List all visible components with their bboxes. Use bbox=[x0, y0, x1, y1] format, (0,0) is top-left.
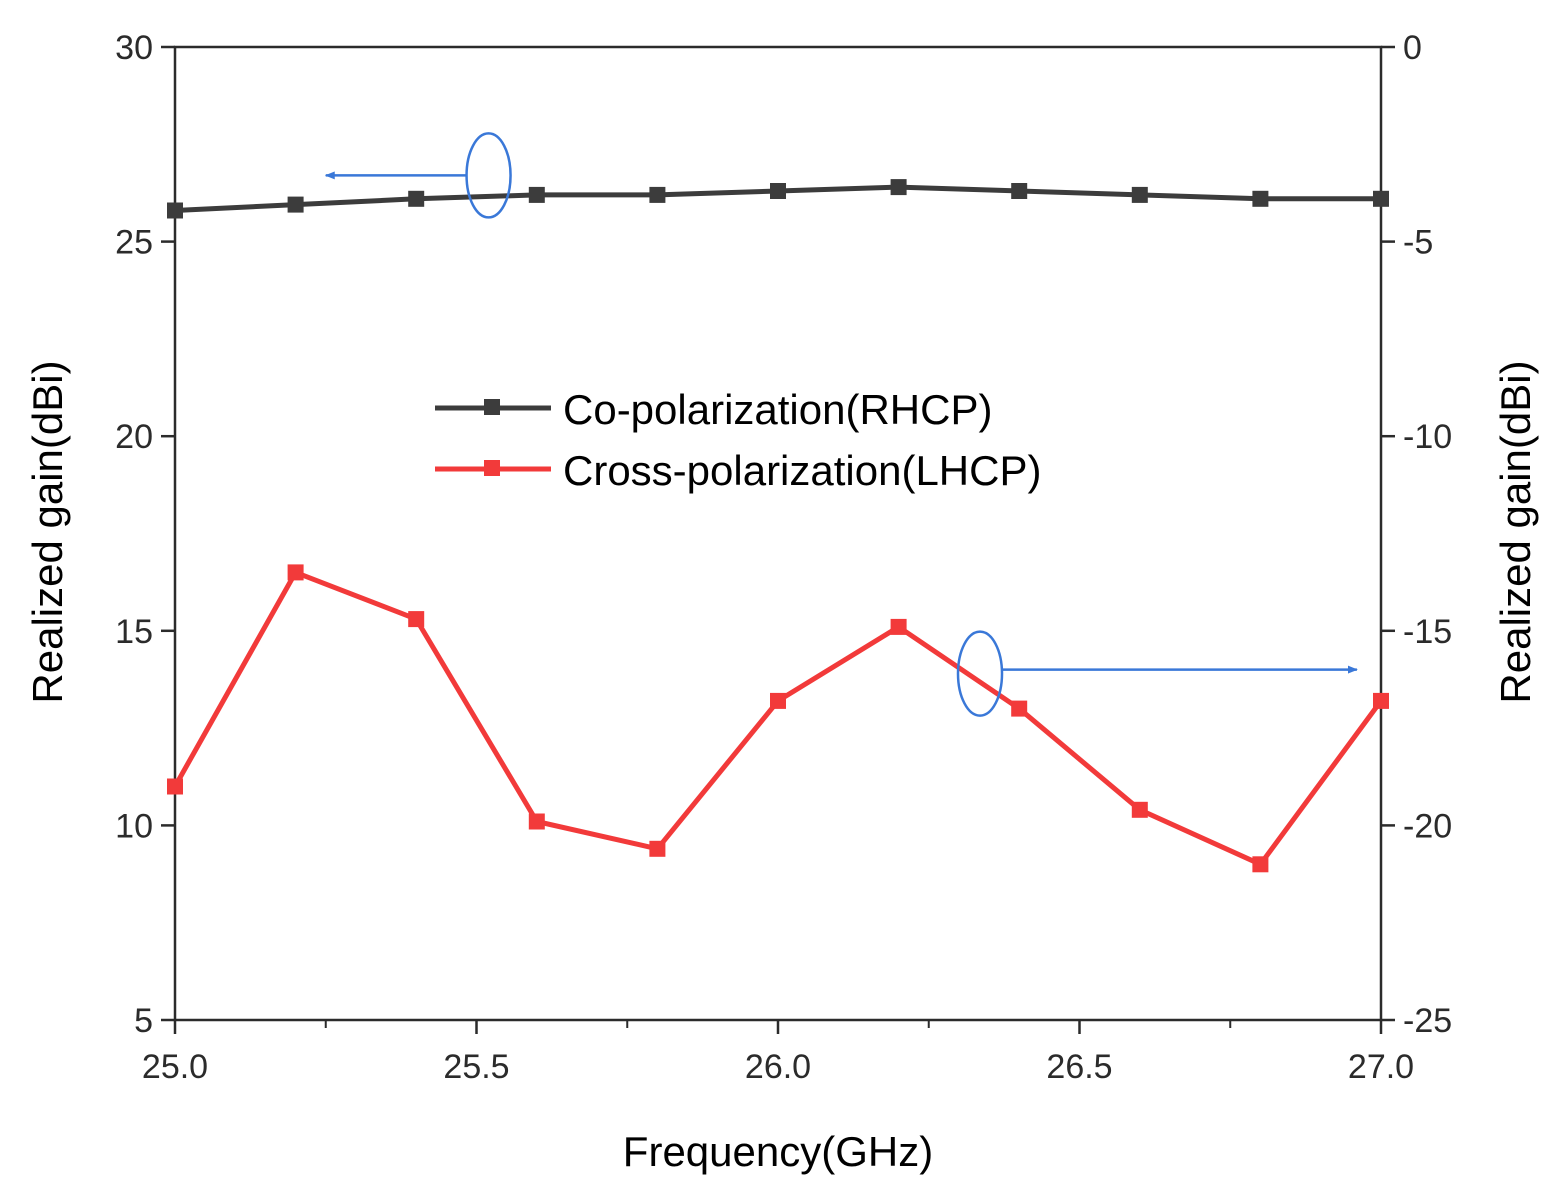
data-point-co-polarization bbox=[649, 186, 666, 203]
legend-label-cross-polarization: Cross-polarization(LHCP) bbox=[563, 447, 1041, 494]
y-left-tick-label: 5 bbox=[134, 1002, 153, 1040]
data-point-cross-polarization bbox=[1131, 801, 1148, 818]
x-axis-title: Frequency(GHz) bbox=[623, 1128, 933, 1175]
annotation-layer bbox=[324, 132, 1358, 717]
data-point-cross-polarization bbox=[1011, 700, 1028, 717]
y-right-tick-label: 0 bbox=[1403, 29, 1422, 67]
annotation-ellipse-cross-polarization bbox=[956, 630, 1004, 717]
y-axis-title-left: Realized gain(dBi) bbox=[24, 360, 71, 703]
data-point-co-polarization bbox=[1131, 186, 1148, 203]
legend-label-co-polarization: Co-polarization(RHCP) bbox=[563, 386, 992, 433]
data-point-co-polarization bbox=[1252, 190, 1269, 207]
data-point-co-polarization bbox=[1373, 190, 1389, 207]
data-point-co-polarization bbox=[408, 190, 425, 207]
x-tick-label: 26.5 bbox=[1046, 1048, 1112, 1086]
legend-marker-cross-polarization bbox=[484, 460, 500, 476]
data-point-co-polarization bbox=[890, 179, 907, 196]
x-tick-label: 26.0 bbox=[745, 1048, 811, 1086]
data-point-co-polarization bbox=[167, 202, 183, 219]
series-layer bbox=[167, 179, 1389, 873]
y-right-tick-label: -15 bbox=[1403, 613, 1452, 651]
data-point-cross-polarization bbox=[890, 618, 907, 635]
data-point-co-polarization bbox=[528, 186, 545, 203]
data-point-cross-polarization bbox=[408, 611, 425, 628]
y-left-tick-label: 15 bbox=[115, 613, 153, 651]
data-point-cross-polarization bbox=[167, 778, 183, 795]
y-left-tick-label: 25 bbox=[115, 224, 153, 262]
y-right-tick-label: -10 bbox=[1403, 418, 1452, 456]
data-point-cross-polarization bbox=[649, 840, 666, 857]
data-point-cross-polarization bbox=[770, 692, 786, 709]
y-left-tick-label: 30 bbox=[115, 29, 153, 67]
legend: Co-polarization(RHCP) Cross-polarization… bbox=[435, 386, 1041, 494]
data-point-co-polarization bbox=[1011, 183, 1028, 199]
data-point-cross-polarization bbox=[528, 813, 545, 830]
data-point-co-polarization bbox=[770, 183, 786, 199]
data-point-cross-polarization bbox=[1373, 692, 1389, 709]
y-axis-title-right: Realized gain(dBi) bbox=[1492, 360, 1539, 703]
ticks-layer: 25.0 25.5 26.0 26.5 27.0 5 10 15 20 25 30 -25 -20 -15… bbox=[115, 29, 1452, 1086]
y-right-tick-label: -5 bbox=[1403, 224, 1433, 262]
y-right-tick-label: -25 bbox=[1403, 1002, 1452, 1040]
y-left-tick-label: 10 bbox=[115, 807, 153, 845]
data-point-co-polarization bbox=[287, 196, 304, 213]
series-line-cross-polarization bbox=[172, 569, 1384, 867]
y-left-tick-label: 20 bbox=[115, 418, 153, 456]
x-tick-label: 25.0 bbox=[142, 1048, 208, 1086]
y-right-tick-label: -20 bbox=[1403, 807, 1452, 845]
data-point-cross-polarization bbox=[1252, 856, 1269, 873]
annotation-ellipse-co-polarization bbox=[465, 132, 512, 219]
x-tick-label: 27.0 bbox=[1348, 1048, 1414, 1086]
x-tick-label: 25.5 bbox=[443, 1048, 509, 1086]
data-point-cross-polarization bbox=[287, 564, 304, 581]
legend-marker-co-polarization bbox=[484, 399, 500, 415]
